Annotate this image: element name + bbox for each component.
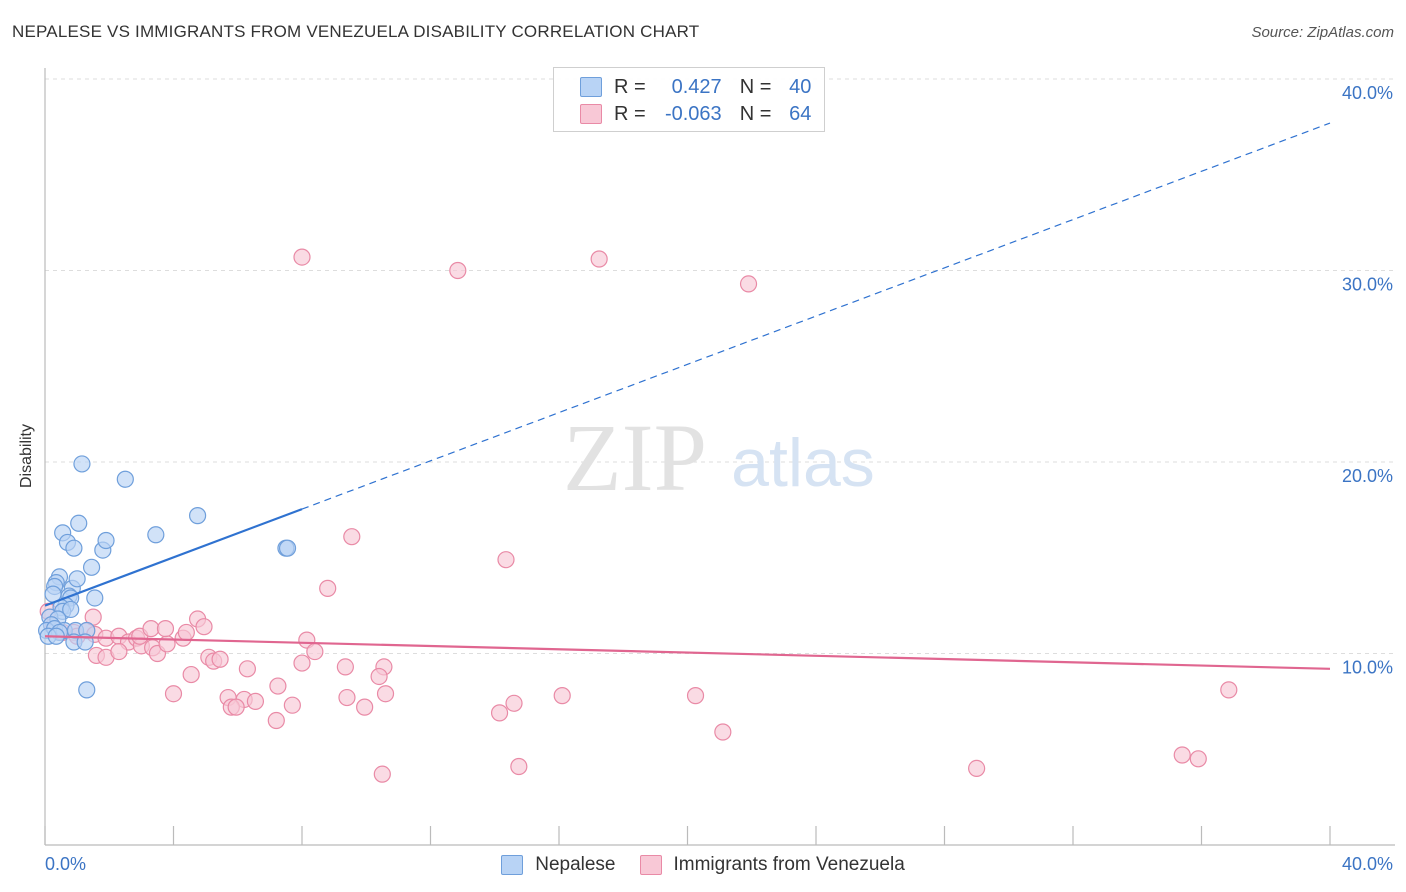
r-label: R =	[614, 102, 646, 125]
point-venezuela	[1173, 746, 1191, 764]
watermark-zip: ZIP	[563, 404, 707, 511]
legend-row-venezuela: R = -0.063 N = 64	[580, 101, 811, 127]
r-value: 0.427	[671, 75, 722, 98]
point-venezuela	[449, 261, 467, 280]
point-venezuela	[686, 687, 705, 705]
point-venezuela	[338, 688, 356, 707]
point-venezuela	[164, 685, 183, 703]
legend-swatch-venezuela	[580, 104, 602, 124]
n-label: N =	[739, 75, 772, 98]
correlation-legend: R = 0.427 N = 40 R = -0.063 N = 64	[553, 67, 825, 132]
watermark: ZIP atlas	[563, 404, 875, 511]
gridlines	[45, 78, 1395, 654]
n-label: N =	[739, 102, 772, 125]
y-tick-label: 20.0%	[1342, 466, 1393, 486]
n-value: 40	[789, 75, 812, 98]
point-venezuela	[590, 250, 608, 268]
point-nepalese	[116, 470, 134, 488]
point-venezuela	[267, 711, 285, 730]
point-venezuela	[714, 723, 732, 741]
series-venezuela-points	[39, 248, 1238, 783]
watermark-atlas: atlas	[731, 425, 875, 501]
legend-row-nepalese: R = 0.427 N = 40	[580, 74, 811, 100]
y-tick-label: 30.0%	[1342, 275, 1393, 295]
chart-title: NEPALESE VS IMMIGRANTS FROM VENEZUELA DI…	[12, 22, 700, 41]
point-venezuela	[319, 579, 337, 597]
point-nepalese	[65, 539, 83, 557]
trend-lines	[44, 122, 1331, 670]
point-venezuela	[142, 620, 160, 638]
point-venezuela	[182, 665, 200, 684]
y-tick-label: 10.0%	[1342, 658, 1393, 678]
point-venezuela	[156, 620, 175, 638]
trend-nepalese-dashed	[301, 122, 1331, 510]
point-venezuela	[293, 654, 311, 672]
point-venezuela	[246, 692, 265, 710]
n-value: 64	[789, 102, 812, 125]
y-tick-label: 40.0%	[1342, 83, 1393, 103]
point-venezuela	[1220, 681, 1238, 699]
r-label: R =	[614, 75, 646, 98]
axes	[44, 68, 1395, 846]
point-venezuela	[227, 698, 245, 716]
legend-item-nepalese[interactable]: Nepalese	[501, 854, 616, 876]
trend-venezuela	[44, 635, 1331, 670]
point-venezuela	[510, 757, 528, 776]
point-venezuela	[238, 660, 256, 678]
point-venezuela	[1189, 750, 1207, 768]
point-nepalese	[78, 681, 96, 699]
point-nepalese	[82, 558, 101, 576]
point-nepalese	[188, 507, 207, 525]
legend-item-venezuela[interactable]: Immigrants from Venezuela	[639, 854, 905, 876]
point-venezuela	[336, 658, 354, 676]
point-venezuela	[968, 759, 986, 778]
point-venezuela	[553, 687, 571, 705]
point-venezuela	[269, 677, 287, 695]
point-venezuela	[373, 765, 391, 783]
point-nepalese	[97, 531, 115, 550]
point-venezuela	[195, 618, 213, 636]
point-nepalese	[62, 600, 80, 619]
source-label: Source: ZipAtlas.com	[1251, 24, 1394, 41]
point-venezuela	[343, 528, 361, 546]
point-nepalese	[278, 539, 297, 557]
point-nepalese	[70, 514, 88, 532]
point-venezuela	[739, 275, 758, 293]
point-nepalese	[86, 589, 104, 607]
trend-nepalese-solid	[44, 508, 303, 607]
x-tick-label: 40.0%	[1342, 854, 1393, 874]
point-nepalese	[73, 455, 91, 473]
point-venezuela	[370, 667, 388, 686]
point-venezuela	[376, 685, 395, 703]
legend-swatch-nepalese	[501, 855, 524, 875]
r-value: -0.063	[664, 102, 722, 125]
point-venezuela	[293, 248, 311, 266]
series-nepalese-points	[38, 455, 297, 699]
point-venezuela	[490, 704, 509, 722]
series-legend: Nepalese Immigrants from Venezuela	[0, 851, 1406, 879]
point-venezuela	[211, 650, 229, 668]
point-venezuela	[356, 698, 374, 716]
point-venezuela	[306, 642, 324, 661]
point-venezuela	[177, 623, 195, 642]
legend-swatch-venezuela	[639, 855, 662, 875]
tick-labels: 10.0% 20.0% 30.0% 40.0% 0.0% 40.0%	[45, 83, 1393, 874]
point-nepalese	[147, 526, 165, 544]
legend-swatch-nepalese	[580, 77, 602, 97]
point-venezuela	[497, 551, 515, 569]
point-venezuela	[110, 642, 128, 661]
x-tick-label: 0.0%	[45, 854, 86, 874]
legend-label-nepalese: Nepalese	[535, 854, 616, 875]
point-venezuela	[505, 694, 523, 712]
legend-label-venezuela: Immigrants from Venezuela	[673, 854, 905, 875]
point-nepalese	[68, 570, 86, 588]
point-venezuela	[283, 696, 301, 714]
